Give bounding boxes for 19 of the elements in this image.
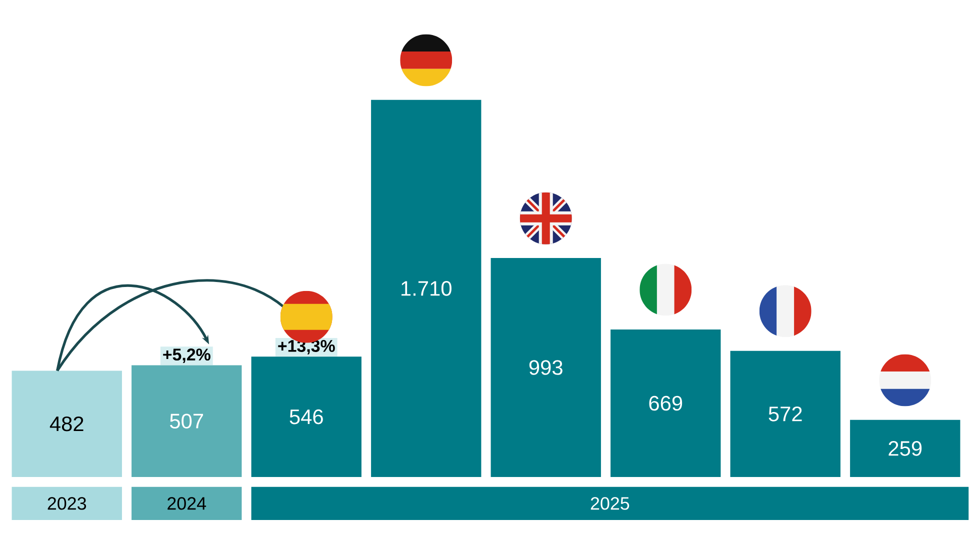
annotation: +5,2% [163,348,210,364]
text: 2023 [48,497,86,510]
data-label: 546 [290,409,323,424]
bar [490,258,601,477]
text: 2025 [590,497,630,510]
bar [132,365,242,477]
data-label: 482 [50,416,84,432]
bar [730,350,840,477]
data-label: 259 [888,441,922,456]
data-label: 1.710 [402,281,452,296]
bar [850,420,960,477]
bar [371,100,482,477]
data-label: 507 [170,414,204,429]
text: 2024 [168,497,206,510]
bar [12,370,122,477]
data-label: 572 [768,406,802,422]
data-label: 993 [529,360,562,375]
data-label: 669 [649,396,682,411]
bar [610,329,721,477]
